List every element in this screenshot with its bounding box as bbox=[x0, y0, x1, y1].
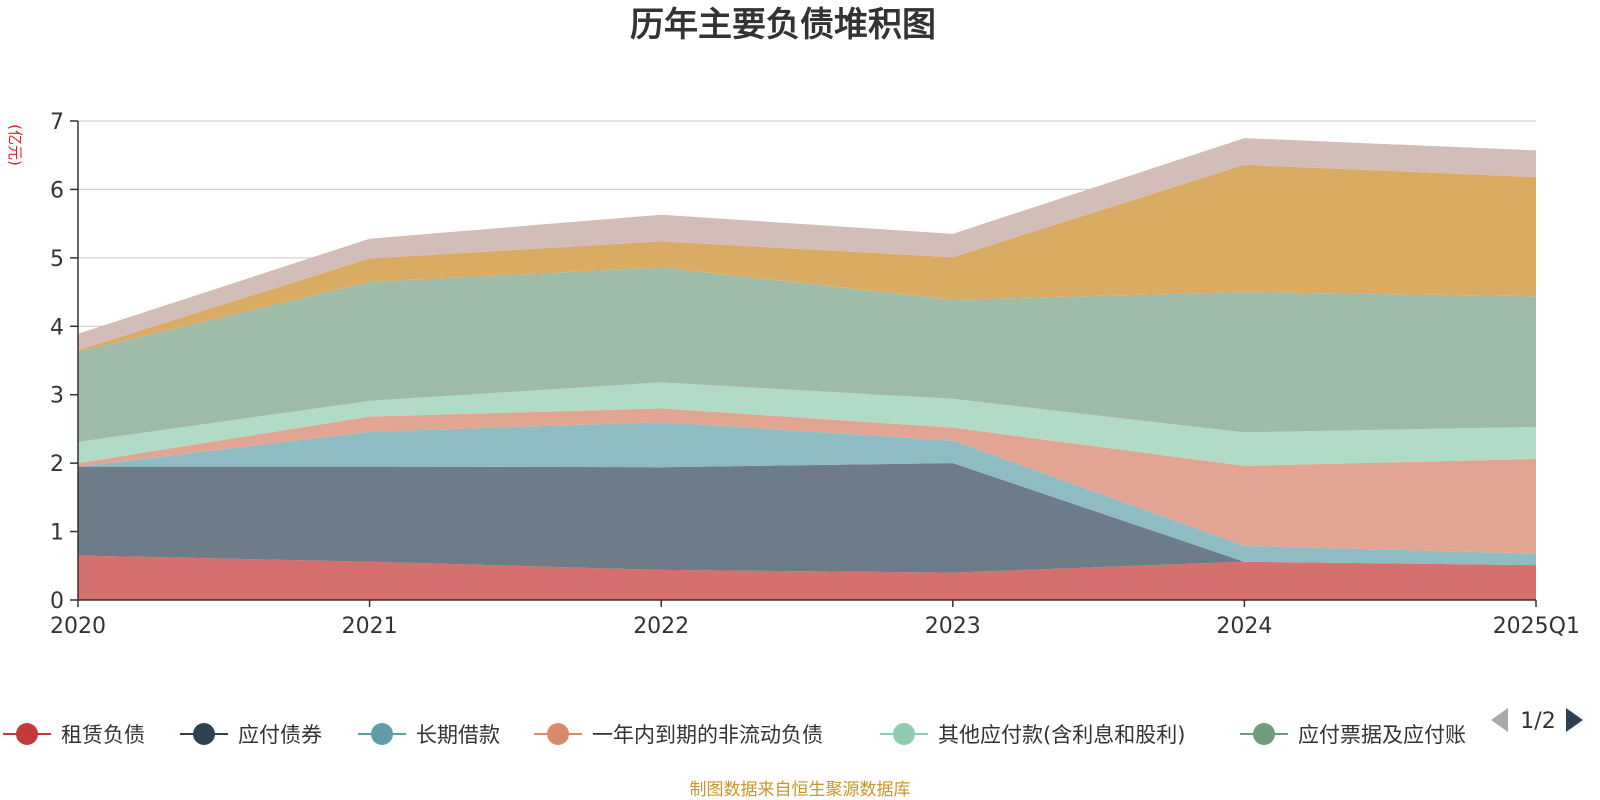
area-series-7 bbox=[78, 138, 1536, 351]
y-tick-label: 4 bbox=[50, 315, 64, 340]
area-series-0 bbox=[78, 555, 1536, 600]
legend-label: 长期借款 bbox=[416, 723, 500, 747]
y-axis-unit-label: (亿元) bbox=[6, 124, 24, 166]
legend-item[interactable]: 一年内到期的非流动负债 bbox=[534, 723, 823, 747]
legend-circle-marker bbox=[1253, 723, 1275, 745]
x-tick-labels: 2020 2021 2022 2023 2024 2025Q1 bbox=[50, 614, 1580, 639]
y-tick-label: 1 bbox=[50, 521, 64, 546]
legend-circle-marker bbox=[547, 723, 569, 745]
x-tick-label: 2022 bbox=[633, 614, 689, 639]
area-series-5 bbox=[78, 267, 1536, 442]
data-source-note: 制图数据来自恒生聚源数据库 bbox=[690, 780, 911, 800]
legend-page-indicator: 1/2 bbox=[1520, 709, 1555, 734]
legend: 租赁负债 应付债券 长期借款 一年内到期的非流动负债 其他应付款(含利息和股利) 应付票据… bbox=[3, 723, 1466, 747]
x-tick-label: 2021 bbox=[342, 614, 398, 639]
legend-label: 租赁负债 bbox=[61, 723, 145, 747]
legend-prev-arrow-icon[interactable] bbox=[1491, 708, 1508, 732]
legend-item[interactable]: 应付债券 bbox=[180, 723, 322, 747]
legend-label: 应付债券 bbox=[238, 723, 322, 747]
legend-circle-marker bbox=[371, 723, 393, 745]
area-series-1 bbox=[78, 463, 1536, 573]
legend-next-arrow-icon[interactable] bbox=[1566, 708, 1583, 732]
legend-item[interactable]: 长期借款 bbox=[358, 723, 500, 747]
legend-label: 应付票据及应付账 bbox=[1298, 723, 1466, 747]
legend-circle-marker bbox=[893, 723, 915, 745]
legend-item[interactable]: 应付票据及应付账 bbox=[1240, 723, 1466, 747]
legend-label: 一年内到期的非流动负债 bbox=[592, 723, 823, 747]
legend-item[interactable]: 租赁负债 bbox=[3, 723, 145, 747]
y-tick-label: 6 bbox=[50, 178, 64, 203]
legend-pager: 1/2 bbox=[1491, 708, 1583, 734]
legend-label: 其他应付款(含利息和股利) bbox=[938, 723, 1185, 747]
legend-item[interactable]: 其他应付款(含利息和股利) bbox=[880, 723, 1185, 747]
y-tick-labels: 0 1 2 3 4 5 6 7 bbox=[50, 110, 64, 614]
x-tick-label: 2023 bbox=[925, 614, 981, 639]
legend-circle-marker bbox=[16, 723, 38, 745]
area-series-4 bbox=[78, 382, 1536, 466]
x-tick-label: 2025Q1 bbox=[1493, 614, 1580, 639]
x-tick-label: 2024 bbox=[1216, 614, 1272, 639]
x-tick-label: 2020 bbox=[50, 614, 106, 639]
area-series-3 bbox=[78, 408, 1536, 554]
y-tick-label: 3 bbox=[50, 384, 64, 409]
y-tick-label: 7 bbox=[50, 110, 64, 135]
y-tick-label: 5 bbox=[50, 247, 64, 272]
area-series-2 bbox=[78, 422, 1536, 566]
area-series-group bbox=[78, 138, 1536, 600]
axes bbox=[70, 120, 1537, 607]
chart-title: 历年主要负债堆积图 bbox=[630, 5, 936, 45]
area-series-6 bbox=[78, 164, 1536, 352]
y-tick-label: 2 bbox=[50, 452, 64, 477]
y-tick-label: 0 bbox=[50, 589, 64, 614]
legend-circle-marker bbox=[193, 723, 215, 745]
